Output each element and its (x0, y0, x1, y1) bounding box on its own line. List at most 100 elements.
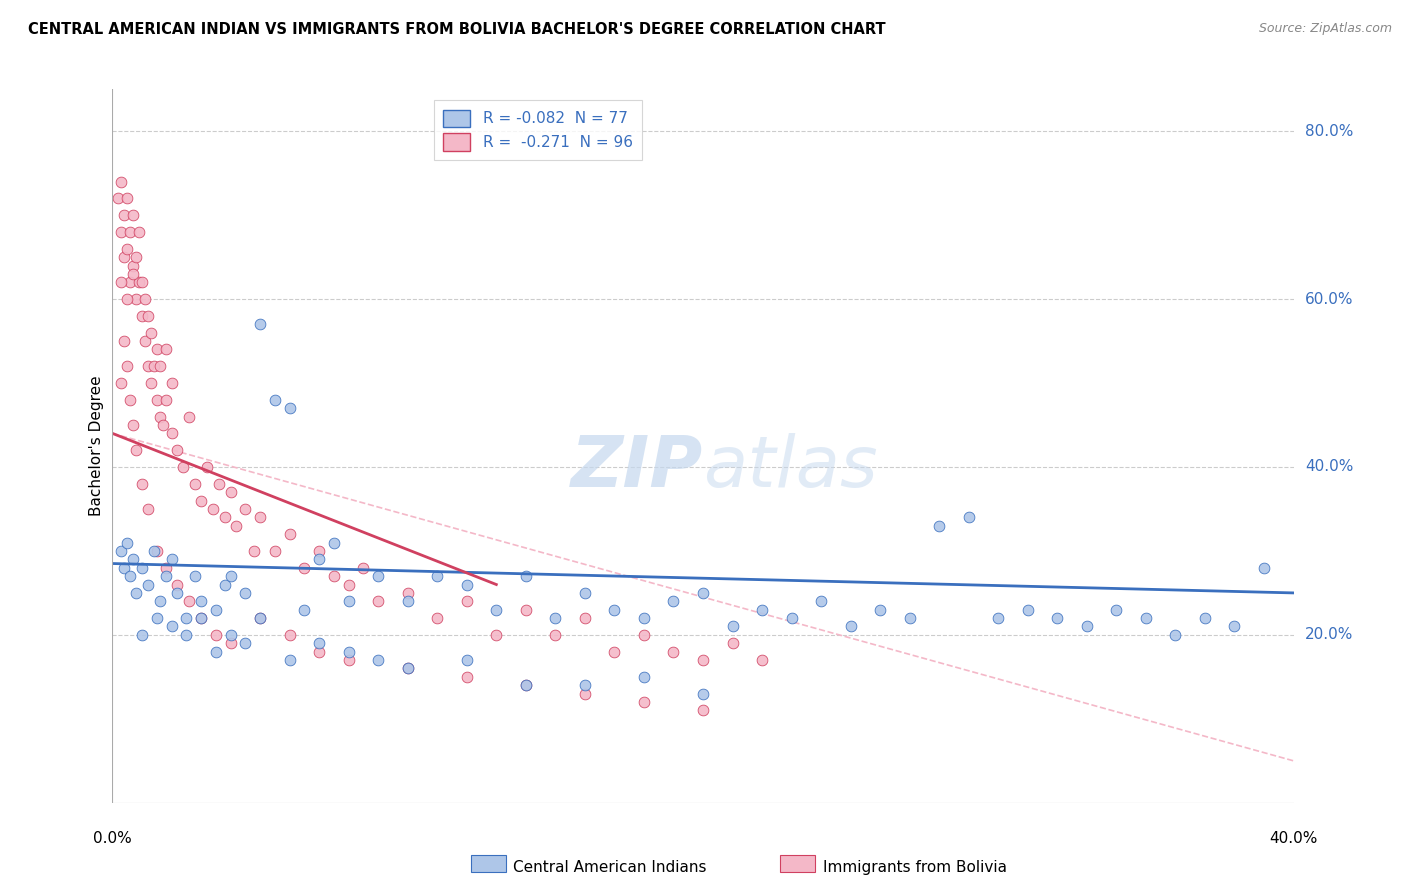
Point (898, 611, 921, 625)
Point (456, 577, 478, 591)
Point (120, 569, 142, 583)
Point (122, 552, 145, 566)
Point (544, 628, 567, 642)
Point (323, 569, 346, 583)
Point (117, 191, 138, 205)
Point (233, 636, 256, 650)
Point (662, 645, 685, 659)
Point (146, 392, 169, 407)
Point (136, 577, 159, 591)
Point (692, 586, 714, 600)
Point (249, 510, 271, 524)
Point (574, 611, 596, 625)
Point (179, 409, 201, 424)
Point (249, 611, 271, 625)
Point (110, 225, 132, 239)
Point (1076, 619, 1098, 633)
Point (112, 334, 135, 348)
Point (131, 560, 153, 574)
Point (692, 687, 714, 701)
Point (243, 544, 266, 558)
Point (426, 611, 449, 625)
Point (112, 208, 135, 222)
Point (308, 552, 330, 566)
Point (264, 544, 287, 558)
Text: Source: ZipAtlas.com: Source: ZipAtlas.com (1258, 22, 1392, 36)
Point (633, 670, 655, 684)
Point (149, 594, 172, 608)
Point (166, 577, 188, 591)
Point (112, 560, 135, 574)
Point (574, 687, 596, 701)
Point (337, 594, 360, 608)
Point (662, 594, 685, 608)
Point (146, 611, 169, 625)
Point (367, 653, 389, 667)
Point (485, 628, 508, 642)
Point (721, 636, 744, 650)
Point (146, 343, 169, 357)
Point (117, 359, 138, 374)
Point (352, 560, 374, 574)
Point (278, 628, 301, 642)
Point (264, 392, 287, 407)
Point (308, 544, 330, 558)
Point (337, 653, 360, 667)
Point (122, 267, 145, 281)
Point (751, 653, 773, 667)
Point (139, 376, 162, 390)
Point (155, 560, 177, 574)
Point (574, 678, 596, 692)
Point (136, 502, 159, 516)
Text: 0.0%: 0.0% (93, 831, 132, 846)
Point (219, 636, 242, 650)
Point (219, 569, 242, 583)
Point (190, 611, 212, 625)
Point (928, 518, 950, 533)
Point (292, 560, 315, 574)
Text: 20.0%: 20.0% (1305, 627, 1354, 642)
Point (107, 191, 129, 205)
Point (134, 334, 156, 348)
Point (205, 628, 228, 642)
Point (149, 359, 172, 374)
Point (136, 359, 159, 374)
Point (367, 594, 389, 608)
Point (1017, 603, 1039, 617)
Point (160, 426, 183, 441)
Point (249, 318, 271, 332)
Point (139, 326, 162, 340)
Point (120, 225, 142, 239)
Point (233, 586, 256, 600)
Point (195, 460, 218, 475)
Point (131, 275, 153, 289)
Point (128, 225, 150, 239)
Text: 60.0%: 60.0% (1305, 292, 1354, 307)
Point (721, 619, 744, 633)
Legend: R = -0.082  N = 77, R =  -0.271  N = 96: R = -0.082 N = 77, R = -0.271 N = 96 (433, 101, 641, 161)
Point (574, 586, 596, 600)
Point (396, 586, 419, 600)
Point (131, 309, 153, 323)
Point (160, 619, 183, 633)
Point (179, 594, 201, 608)
Point (174, 611, 197, 625)
Point (136, 309, 159, 323)
Point (603, 645, 626, 659)
Point (174, 628, 197, 642)
Point (131, 628, 153, 642)
Text: Central American Indians: Central American Indians (513, 860, 707, 874)
Text: 40.0%: 40.0% (1270, 831, 1317, 846)
Point (125, 292, 148, 306)
Point (839, 619, 862, 633)
Text: ZIP: ZIP (571, 433, 703, 502)
Point (225, 518, 247, 533)
Point (692, 703, 714, 717)
Point (190, 611, 212, 625)
Point (869, 603, 891, 617)
Point (201, 502, 224, 516)
Point (308, 645, 330, 659)
Point (112, 250, 135, 264)
Text: CENTRAL AMERICAN INDIAN VS IMMIGRANTS FROM BOLIVIA BACHELOR'S DEGREE CORRELATION: CENTRAL AMERICAN INDIAN VS IMMIGRANTS FR… (28, 22, 886, 37)
Text: atlas: atlas (703, 433, 877, 502)
